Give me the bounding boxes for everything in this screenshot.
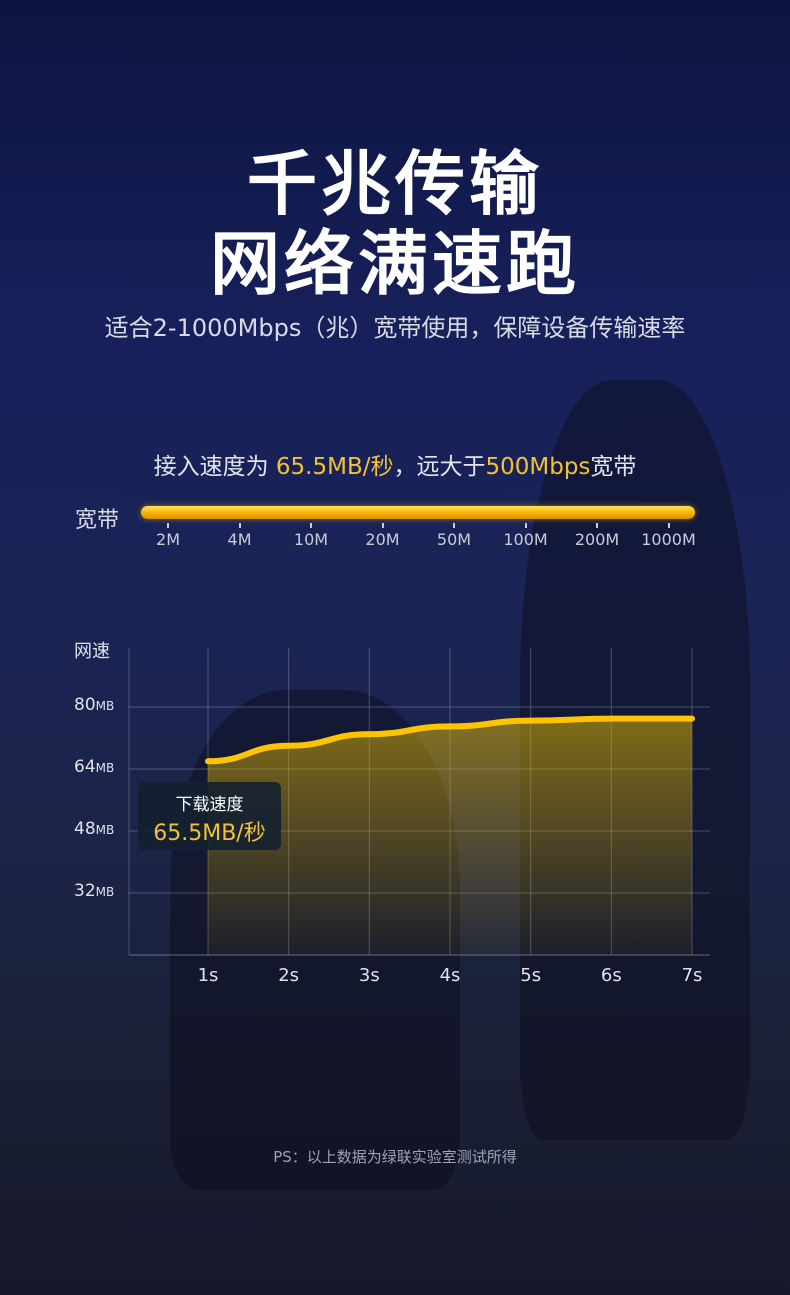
bandwidth-tick bbox=[167, 523, 169, 528]
access-suffix: 宽带 bbox=[590, 454, 637, 480]
bandwidth-label: 宽带 bbox=[75, 508, 120, 533]
access-speed-text: 接入速度为 65.5MB/秒，远大于500Mbps宽带 bbox=[0, 447, 790, 481]
y-tick-unit: MB bbox=[95, 885, 115, 899]
tooltip-value: 65.5MB/秒 bbox=[153, 821, 266, 846]
download-speed-tooltip: 下载速度 65.5MB/秒 bbox=[138, 782, 281, 850]
y-axis-label: 网速 bbox=[74, 641, 110, 662]
y-tick-value: 64 bbox=[74, 757, 96, 777]
y-tick-label: 80MB bbox=[74, 695, 114, 715]
y-tick-unit: MB bbox=[95, 761, 115, 775]
title-line-1: 千兆传输 bbox=[247, 143, 543, 225]
subtitle: 适合2-1000Mbps（兆）宽带使用，保障设备传输速率 bbox=[104, 314, 686, 342]
bandwidth-tick bbox=[310, 523, 312, 528]
tooltip-label: 下载速度 bbox=[175, 795, 244, 815]
bandwidth-tick bbox=[238, 523, 241, 528]
x-tick-label: 1s bbox=[197, 965, 219, 986]
bandwidth-tick bbox=[381, 523, 384, 528]
access-speed-value: 65.5MB/秒 bbox=[275, 454, 394, 480]
y-tick-label: 64MB bbox=[74, 757, 114, 777]
bandwidth-tick-label: 200M bbox=[574, 530, 620, 549]
x-tick-label: 4s bbox=[439, 965, 461, 986]
bandwidth-tick-label: 100M bbox=[503, 530, 548, 549]
x-tick-label: 6s bbox=[600, 965, 622, 986]
x-tick-label: 5s bbox=[520, 965, 542, 986]
footer-note: PS：以上数据为绿联实验室测试所得 bbox=[273, 1148, 517, 1166]
bandwidth-tick-label: 2M bbox=[156, 530, 180, 549]
y-tick-unit: MB bbox=[95, 823, 115, 837]
x-tick-label: 3s bbox=[358, 965, 380, 986]
title-line-2: 网络满速跑 bbox=[210, 223, 580, 305]
bandwidth-bar bbox=[141, 506, 695, 519]
access-bandwidth-value: 500Mbps bbox=[485, 454, 591, 480]
y-tick-value: 80 bbox=[74, 695, 96, 715]
data-point bbox=[206, 759, 210, 764]
data-point bbox=[609, 716, 614, 721]
speed-area bbox=[208, 718, 693, 955]
y-tick-value: 48 bbox=[74, 819, 96, 839]
x-tick-label: 2s bbox=[278, 965, 300, 986]
data-point bbox=[528, 718, 533, 723]
bandwidth-tick-label: 4M bbox=[227, 530, 252, 549]
data-point bbox=[367, 732, 372, 737]
y-tick-value: 32 bbox=[74, 881, 96, 901]
bandwidth-tick bbox=[524, 523, 527, 528]
access-middle: ，远大于 bbox=[393, 454, 486, 480]
bandwidth-tick-label: 20M bbox=[365, 530, 400, 549]
data-point bbox=[286, 743, 291, 748]
y-tick-label: 32MB bbox=[74, 881, 114, 901]
y-tick-label: 48MB bbox=[74, 819, 114, 839]
bandwidth-tick-label: 10M bbox=[293, 530, 329, 549]
data-point bbox=[690, 716, 695, 721]
y-tick-unit: MB bbox=[95, 699, 115, 713]
x-tick-label: 7s bbox=[681, 965, 703, 986]
bandwidth-tick bbox=[453, 523, 455, 528]
access-prefix: 接入速度为 bbox=[153, 454, 276, 480]
data-point bbox=[448, 724, 453, 729]
bandwidth-tick-label: 50M bbox=[436, 530, 472, 549]
bandwidth-tick bbox=[667, 523, 670, 528]
bandwidth-tick-label: 1000M bbox=[641, 530, 696, 549]
bandwidth-tick bbox=[596, 523, 598, 528]
